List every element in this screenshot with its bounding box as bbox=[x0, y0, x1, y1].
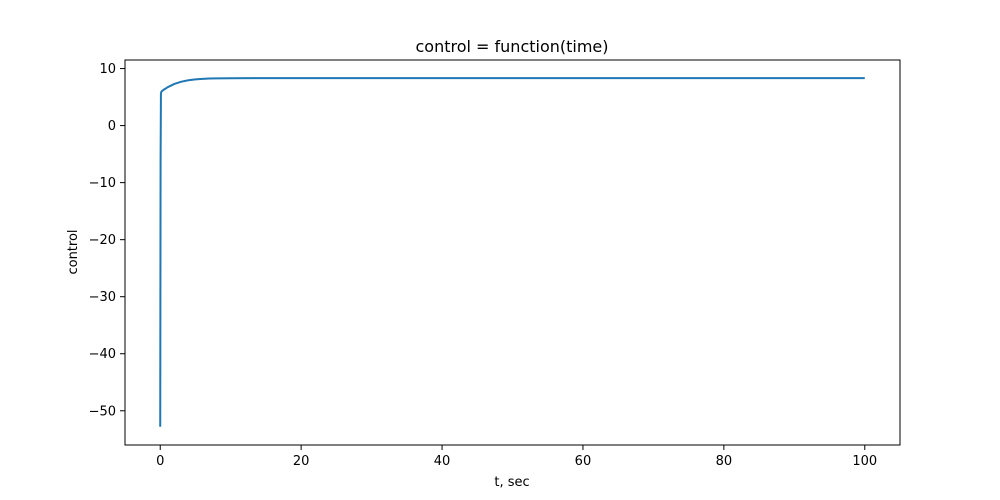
plot-area bbox=[159, 77, 865, 427]
y-axis-label: control bbox=[66, 229, 81, 274]
y-axis: 10 0 −10 −20 −30 −40 −50 bbox=[89, 62, 125, 419]
y-tick-label: 0 bbox=[108, 119, 116, 134]
x-tick-label: 0 bbox=[156, 454, 164, 469]
x-tick-label: 40 bbox=[434, 454, 451, 469]
chart-title: control = function(time) bbox=[415, 37, 608, 56]
y-tick-label: −50 bbox=[89, 404, 116, 419]
y-tick-label: −20 bbox=[89, 233, 116, 248]
series-line-0 bbox=[159, 77, 865, 427]
x-tick-label: 60 bbox=[575, 454, 592, 469]
plot-frame bbox=[124, 59, 901, 446]
y-tick-label: −40 bbox=[89, 347, 116, 362]
y-tick-label: −30 bbox=[89, 290, 116, 305]
x-axis: 0 20 40 60 80 100 bbox=[156, 445, 877, 469]
x-tick-label: 100 bbox=[852, 454, 877, 469]
y-tick-label: −10 bbox=[89, 176, 116, 191]
x-tick-label: 80 bbox=[716, 454, 733, 469]
y-tick-label: 10 bbox=[99, 62, 116, 77]
x-tick-label: 20 bbox=[293, 454, 310, 469]
x-axis-label: t, sec bbox=[494, 475, 529, 490]
